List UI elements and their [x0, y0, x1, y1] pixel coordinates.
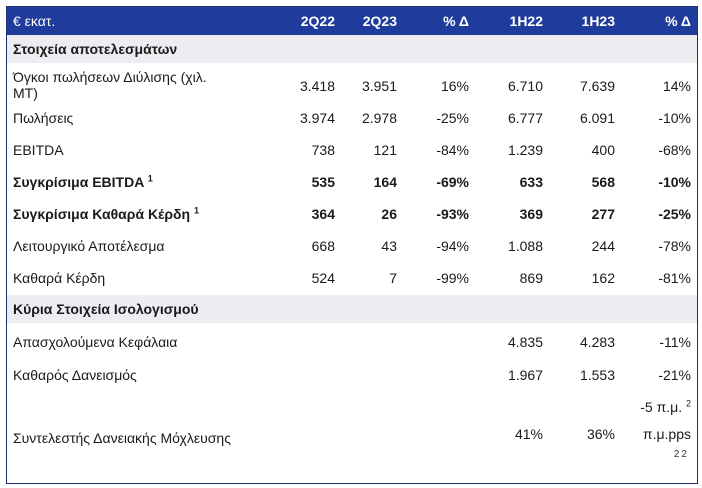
- cell-1h22: 869: [519, 270, 543, 286]
- cell-2q22: 364: [311, 206, 335, 222]
- footnote-marker: 1: [193, 205, 199, 216]
- row-label: Συντελεστής Δανειακής Μόχλευσης: [13, 430, 231, 446]
- row-label: Συγκρίσιμα Καθαρά Κέρδη 1: [13, 205, 199, 222]
- cell-2q23: 43: [381, 238, 397, 254]
- row-label: Λειτουργικό Αποτέλεσμα: [13, 238, 165, 254]
- cell-change-q: -94%: [436, 238, 469, 254]
- cell-change-h: -10%: [658, 174, 691, 190]
- cell-change-h: -68%: [658, 142, 691, 158]
- row-label: Καθαρός Δανεισμός: [13, 367, 137, 383]
- cell-change-q: -93%: [436, 206, 469, 222]
- cell-change-h: 14%: [662, 78, 691, 94]
- cell-change-h: -21%: [658, 367, 691, 383]
- cell-1h23: 7.639: [579, 78, 615, 94]
- section-results: Στοιχεία αποτελεσμάτων: [7, 35, 697, 63]
- cell-2q23: 7: [389, 270, 397, 286]
- cell-change-h-unit: π.μ.pps: [642, 426, 691, 442]
- cell-change-h: -10%: [658, 110, 691, 126]
- cell-2q22: 524: [311, 270, 335, 286]
- cell-1h23: 568: [591, 174, 615, 190]
- cell-1h23: 6.091: [579, 110, 615, 126]
- cell-change-q: -84%: [436, 142, 469, 158]
- cell-change-q: 16%: [440, 78, 469, 94]
- cell-1h23: 244: [591, 238, 615, 254]
- col-change-h: % Δ: [665, 13, 691, 29]
- table-header: € εκατ. 2Q22 2Q23 % Δ 1H22 1H23 % Δ: [7, 7, 697, 35]
- row-label: Όγκοι πωλήσεων Διύλισης (χιλ. ΜΤ): [13, 69, 207, 101]
- currency-label: € εκατ.: [13, 13, 56, 29]
- cell-1h22: 6.710: [507, 78, 543, 94]
- cell-change-h: -5 π.μ. 2: [640, 398, 691, 415]
- section-title: Στοιχεία αποτελεσμάτων: [13, 41, 178, 57]
- cell-1h22: 1.239: [507, 142, 543, 158]
- cell-1h22: 4.835: [507, 334, 543, 350]
- col-2q23: 2Q23: [362, 13, 397, 29]
- page-number: 22: [673, 449, 689, 460]
- cell-2q23: 26: [381, 206, 397, 222]
- cell-1h22: 1.088: [507, 238, 543, 254]
- cell-2q23: 164: [373, 174, 397, 190]
- cell-1h23: 400: [591, 142, 615, 158]
- row-label: Απασχολούμενα Κεφάλαια: [13, 334, 178, 350]
- col-change-q: % Δ: [443, 13, 469, 29]
- cell-1h23: 1.553: [579, 367, 615, 383]
- cell-2q23: 121: [373, 142, 397, 158]
- financial-table: € εκατ. 2Q22 2Q23 % Δ 1H22 1H23 % Δ Στοι…: [6, 6, 698, 484]
- cell-1h23: 162: [591, 270, 615, 286]
- cell-2q22: 668: [311, 238, 335, 254]
- cell-1h22: 369: [519, 206, 543, 222]
- row-label: EBITDA: [13, 142, 64, 158]
- cell-change-q: -69%: [436, 174, 469, 190]
- cell-change-q: -25%: [436, 110, 469, 126]
- cell-2q22: 3.974: [299, 110, 335, 126]
- cell-2q22: 535: [311, 174, 335, 190]
- footnote-marker: 2: [685, 398, 691, 409]
- cell-2q22: 738: [311, 142, 335, 158]
- row-label: Καθαρά Κέρδη: [13, 270, 106, 286]
- cell-1h22: 1.967: [507, 367, 543, 383]
- cell-1h22: 41%: [514, 426, 543, 442]
- section-title: Κύρια Στοιχεία Ισολογισμού: [13, 301, 199, 317]
- section-balance-sheet: Κύρια Στοιχεία Ισολογισμού: [7, 295, 697, 323]
- col-2q22: 2Q22: [300, 13, 335, 29]
- cell-2q23: 2.978: [361, 110, 397, 126]
- cell-2q22: 3.418: [299, 78, 335, 94]
- row-label: Συγκρίσιμα EBITDA 1: [13, 173, 153, 190]
- col-1h22: 1H22: [509, 13, 543, 29]
- cell-change-h: -11%: [659, 334, 691, 350]
- cell-change-h: -81%: [658, 270, 691, 286]
- cell-change-q: -99%: [436, 270, 469, 286]
- cell-1h23: 36%: [586, 426, 615, 442]
- cell-1h22: 633: [519, 174, 543, 190]
- row-label: Πωλήσεις: [13, 110, 74, 126]
- col-1h23: 1H23: [581, 13, 615, 29]
- cell-1h22: 6.777: [507, 110, 543, 126]
- cell-change-h: -25%: [658, 206, 691, 222]
- footnote-marker: 1: [147, 173, 153, 184]
- cell-2q23: 3.951: [361, 78, 397, 94]
- cell-1h23: 4.283: [579, 334, 615, 350]
- cell-1h23: 277: [591, 206, 615, 222]
- cell-change-h: -78%: [658, 238, 691, 254]
